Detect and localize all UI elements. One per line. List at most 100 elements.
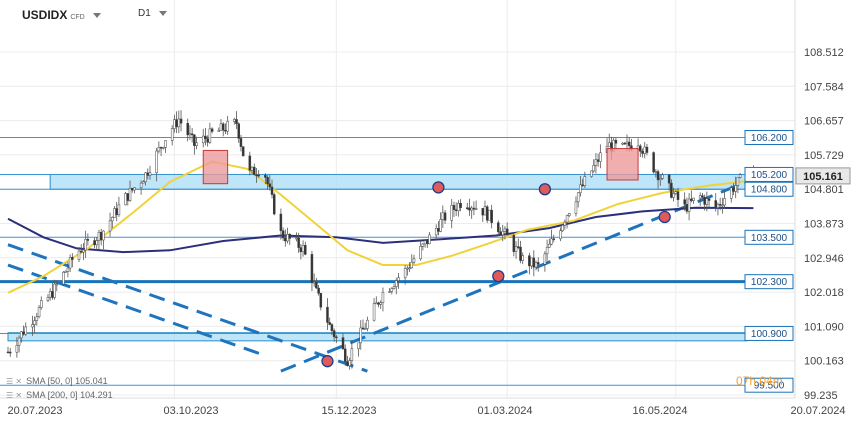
- candle-body: [450, 205, 453, 221]
- candle: [705, 191, 709, 212]
- candle-body: [146, 172, 150, 176]
- candle: [716, 202, 720, 216]
- candle: [521, 252, 524, 265]
- x-tick-label: 20.07.2024: [790, 405, 845, 417]
- candle-body: [388, 291, 391, 293]
- candle-body: [543, 253, 547, 265]
- candle-body: [514, 246, 518, 252]
- candle-body: [379, 302, 382, 305]
- legend-sma200[interactable]: ☰ ✕ SMA [200, 0] 104.291: [6, 390, 113, 400]
- candle-body: [683, 199, 686, 205]
- candle: [366, 316, 369, 332]
- candle-body: [530, 257, 533, 267]
- candle-body: [676, 191, 680, 200]
- marker-circle: [492, 269, 505, 283]
- candle-body: [20, 331, 23, 339]
- level-label: 106.200: [744, 129, 794, 145]
- candle: [71, 253, 74, 268]
- candle-body: [301, 245, 305, 253]
- y-axis: 108.512 107.584 106.657 105.729 104.801 103.8…: [795, 47, 851, 402]
- candle: [452, 201, 456, 217]
- candle-body: [195, 142, 198, 146]
- candle: [217, 127, 221, 132]
- candle-body: [423, 240, 427, 245]
- candle-body: [576, 192, 580, 203]
- candle-body: [670, 182, 673, 198]
- candle: [707, 197, 711, 209]
- candle-body: [157, 146, 161, 152]
- candle-body: [210, 128, 214, 132]
- candle: [201, 128, 205, 148]
- sma200-line: [7, 206, 754, 254]
- candle: [450, 198, 453, 229]
- candle: [412, 254, 416, 265]
- candle: [692, 197, 695, 204]
- candle-body: [224, 129, 227, 132]
- candle-body: [505, 228, 509, 236]
- candle: [133, 186, 136, 194]
- candle: [734, 176, 737, 199]
- candle: [155, 147, 158, 182]
- candle-body: [375, 302, 378, 305]
- candle: [683, 192, 686, 211]
- candle-body: [468, 207, 471, 211]
- candle-body: [264, 175, 267, 178]
- candle-body: [97, 231, 101, 241]
- candle-body: [685, 204, 689, 212]
- candle-body: [284, 237, 287, 242]
- candle: [652, 151, 655, 174]
- candle: [142, 180, 145, 184]
- candle: [170, 125, 174, 146]
- candle: [738, 173, 742, 179]
- indicator-menu-icon[interactable]: ☰ ✕: [6, 391, 23, 400]
- candle-body: [497, 222, 500, 233]
- candle: [687, 193, 691, 221]
- symbol-name[interactable]: USDIDX CFD: [22, 8, 101, 22]
- candle-body: [643, 146, 646, 154]
- timeframe-dropdown-icon[interactable]: [158, 10, 167, 16]
- candle-body: [366, 319, 369, 329]
- candle: [512, 232, 516, 257]
- candle-body: [599, 152, 602, 162]
- candle: [144, 172, 147, 186]
- candle-body: [186, 122, 189, 136]
- candle-body: [217, 130, 221, 132]
- candle-body: [550, 238, 553, 245]
- candle: [226, 115, 229, 135]
- candle: [162, 146, 165, 150]
- candle-body: [319, 293, 323, 308]
- level-label-box: [744, 229, 794, 245]
- candle: [221, 122, 225, 137]
- candle: [40, 296, 43, 310]
- candle: [20, 331, 23, 343]
- candle-body: [281, 230, 285, 239]
- candle-body: [639, 145, 642, 152]
- symbol-dropdown-icon[interactable]: [92, 13, 101, 19]
- legend-sma50[interactable]: ☰ ✕ SMA [50, 0] 105.041: [6, 376, 108, 386]
- candle: [237, 122, 240, 143]
- timeframe-selector[interactable]: D1: [138, 8, 167, 19]
- candle-body: [17, 337, 21, 346]
- x-tick-label: 01.03.2024: [477, 405, 532, 417]
- sma50-line: [7, 160, 754, 294]
- candle: [672, 187, 675, 202]
- level-label-box: [744, 377, 794, 393]
- level-label-text: 104.800: [751, 185, 788, 196]
- indicator-menu-icon[interactable]: ☰ ✕: [6, 377, 23, 386]
- candle: [68, 254, 72, 273]
- candle: [204, 127, 207, 146]
- candle-body: [645, 146, 649, 153]
- supply-boxes: [202, 148, 639, 185]
- candle-body: [55, 283, 59, 286]
- candle-body: [716, 203, 720, 208]
- candle: [24, 322, 27, 336]
- candle-body: [62, 272, 65, 285]
- candle: [676, 187, 680, 208]
- candle-body: [173, 119, 176, 129]
- candle-body: [457, 203, 460, 212]
- candle-body: [115, 208, 118, 216]
- level-label-text: 99.500: [754, 381, 785, 392]
- candle-body: [736, 177, 740, 186]
- candle: [279, 208, 283, 240]
